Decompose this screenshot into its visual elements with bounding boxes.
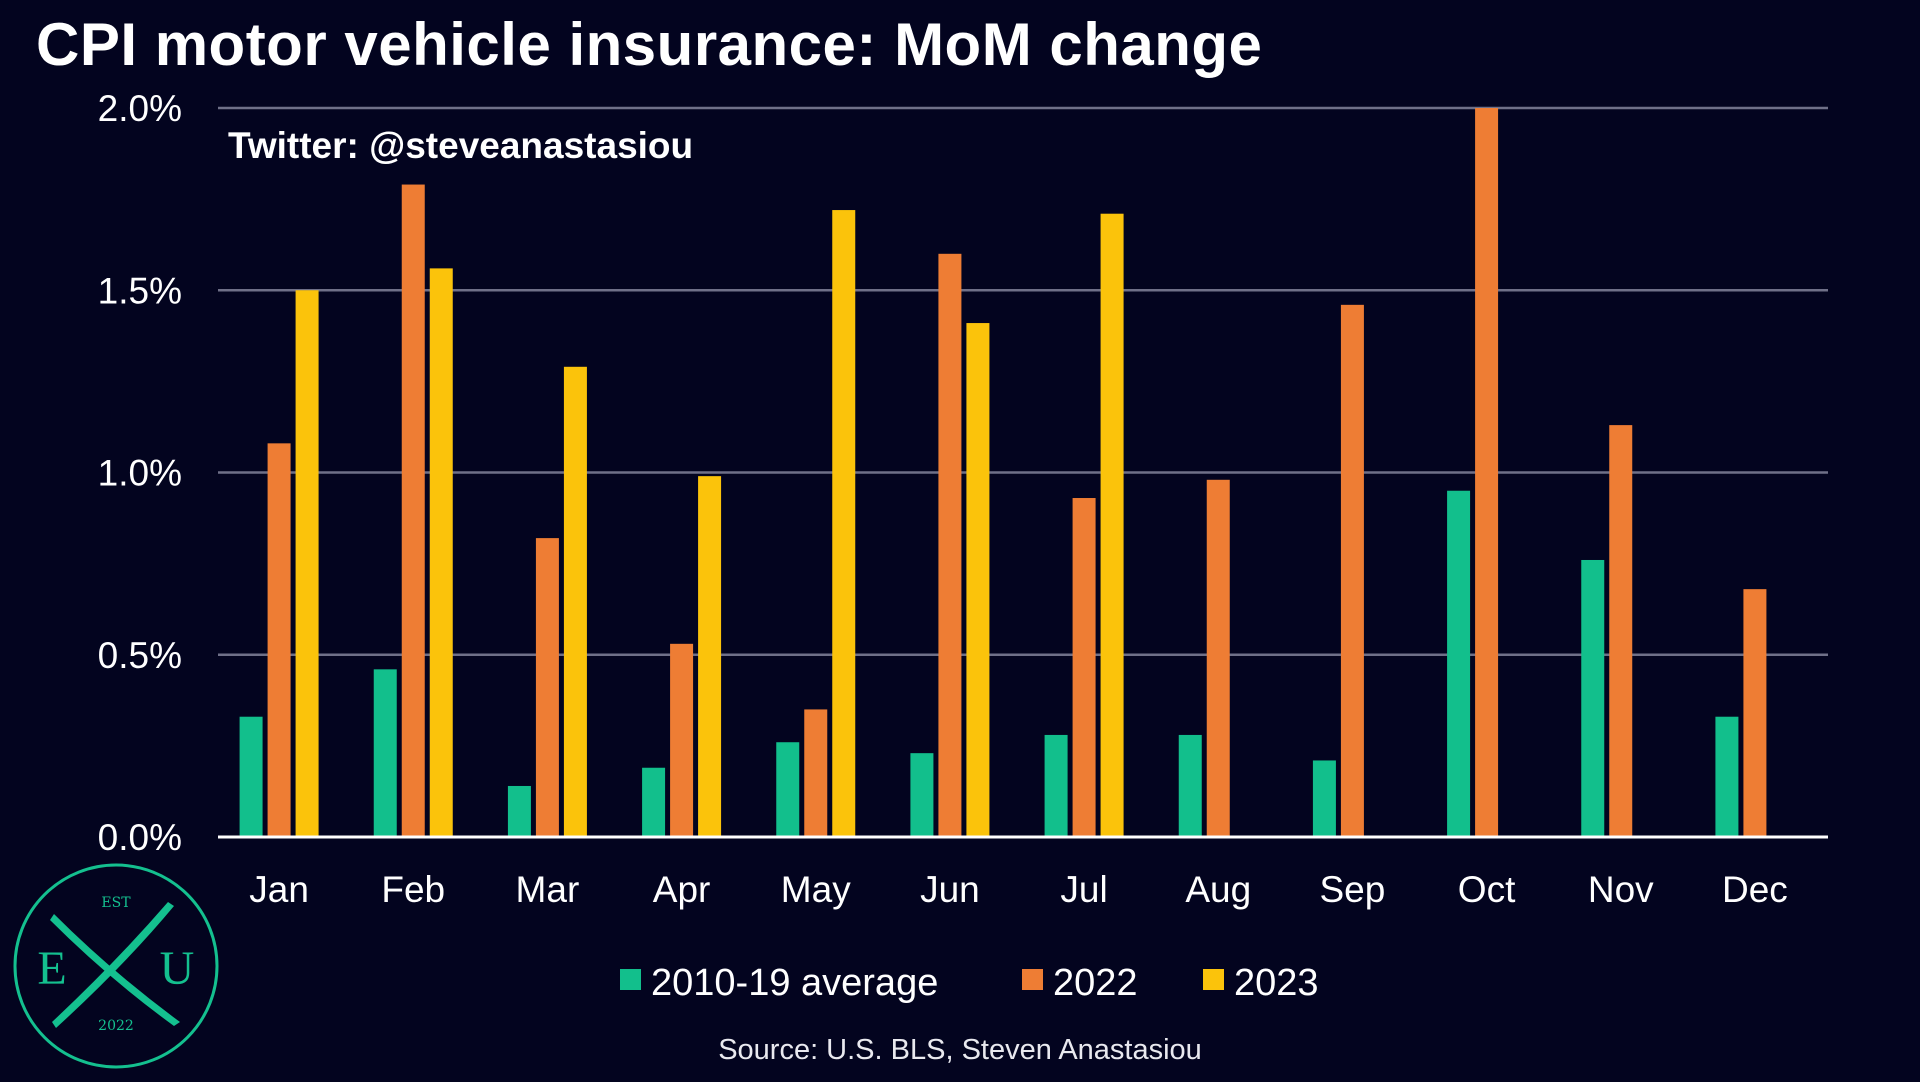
- logo-cross-stroke-2: [52, 902, 174, 1028]
- bar-2022-apr: [670, 643, 694, 837]
- y-tick-label-2: 1.0%: [98, 453, 182, 494]
- exu-logo: EST E U 2022: [13, 863, 219, 1069]
- bar-2010-19-average-dec: [1715, 716, 1739, 837]
- x-tick-label-nov: Nov: [1588, 869, 1654, 910]
- y-tick-label-0: 0.0%: [98, 817, 182, 858]
- legend-swatch-2023: [1203, 969, 1224, 990]
- legend-swatch-2022: [1022, 969, 1043, 990]
- bar-2023-may: [832, 210, 856, 837]
- chart-title: CPI motor vehicle insurance: MoM change: [36, 11, 1263, 78]
- bar-2010-19-average-mar: [507, 785, 531, 837]
- bar-2022-aug: [1206, 479, 1230, 837]
- y-tick-label-1: 0.5%: [98, 635, 182, 676]
- legend-swatch-2010-19-average: [620, 969, 641, 990]
- x-tick-label-may: May: [781, 869, 851, 910]
- x-tick-label-aug: Aug: [1185, 869, 1251, 910]
- logo-year-text: 2022: [98, 1018, 134, 1034]
- bar-2022-mar: [535, 538, 559, 837]
- y-tick-label-3: 1.5%: [98, 270, 182, 311]
- bar-2022-jul: [1072, 498, 1096, 837]
- source-note: Source: U.S. BLS, Steven Anastasiou: [718, 1034, 1202, 1066]
- bar-2022-dec: [1743, 589, 1767, 837]
- bar-2010-19-average-jan: [239, 716, 263, 837]
- logo-est-text: EST: [101, 895, 131, 911]
- bar-2023-mar: [563, 366, 587, 837]
- x-tick-label-feb: Feb: [381, 869, 445, 910]
- x-tick-label-oct: Oct: [1458, 869, 1516, 910]
- x-tick-label-apr: Apr: [653, 869, 711, 910]
- bar-2022-jan: [267, 443, 291, 837]
- logo-letter-e: E: [37, 942, 66, 995]
- bar-2022-sep: [1340, 304, 1364, 838]
- bar-2023-jan: [295, 290, 319, 837]
- x-tick-label-sep: Sep: [1319, 869, 1385, 910]
- bar-2010-19-average-feb: [373, 669, 397, 837]
- x-tick-label-jun: Jun: [920, 869, 980, 910]
- bars: [239, 108, 1767, 838]
- bar-2010-19-average-oct: [1447, 490, 1471, 837]
- logo-letter-u: U: [160, 942, 195, 995]
- bar-2022-oct: [1475, 108, 1499, 837]
- bar-2010-19-average-sep: [1312, 760, 1336, 837]
- bar-2023-jul: [1100, 213, 1124, 837]
- bar-2022-nov: [1609, 425, 1633, 837]
- x-tick-label-jan: Jan: [249, 869, 309, 910]
- legend-label-2022: 2022: [1053, 962, 1138, 1004]
- x-axis-tick-labels: Jan Feb Mar Apr May Jun Jul Aug Sep Oct Nov Dec: [249, 869, 1788, 910]
- y-axis-tick-labels: 0.0% 0.5% 1.0% 1.5% 2.0%: [98, 88, 182, 858]
- logo-ring: [13, 863, 219, 1069]
- twitter-watermark: Twitter: @steveanastasiou: [228, 125, 693, 166]
- legend-label-2010-19-average: 2010-19 average: [651, 962, 938, 1004]
- logo-cross-stroke-1: [50, 914, 180, 1026]
- bar-2023-feb: [429, 268, 453, 837]
- bar-2022-jun: [938, 253, 962, 838]
- x-tick-label-jul: Jul: [1060, 869, 1107, 910]
- bar-2022-feb: [401, 184, 425, 838]
- bar-2022-may: [804, 709, 828, 837]
- bar-2010-19-average-aug: [1178, 734, 1202, 837]
- bar-2010-19-average-jun: [910, 753, 934, 837]
- bar-2023-apr: [698, 476, 722, 837]
- bar-2010-19-average-jul: [1044, 734, 1068, 837]
- y-tick-label-4: 2.0%: [98, 88, 182, 129]
- x-tick-label-dec: Dec: [1722, 869, 1788, 910]
- bar-2010-19-average-nov: [1581, 559, 1605, 837]
- bar-2010-19-average-apr: [642, 767, 666, 837]
- legend-label-2023: 2023: [1234, 962, 1319, 1004]
- gridlines: [218, 106, 1828, 656]
- legend: 2010-19 average 2022 2023: [620, 962, 1319, 1004]
- x-tick-label-mar: Mar: [516, 869, 580, 910]
- bar-2010-19-average-may: [776, 742, 800, 837]
- bar-2023-jun: [966, 323, 990, 837]
